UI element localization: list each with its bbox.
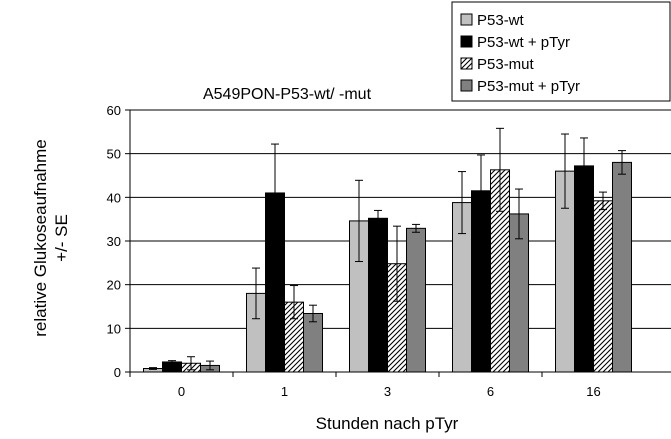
x-tick-label: 16 bbox=[586, 384, 600, 399]
legend-swatch bbox=[460, 57, 473, 70]
y-axis-title: relative Glukoseaufnahme +/- SE bbox=[31, 139, 71, 337]
y-axis-ticks: 0 10 20 30 40 50 60 bbox=[107, 103, 130, 380]
legend-box bbox=[451, 1, 671, 102]
x-tick-label: 6 bbox=[487, 384, 494, 399]
x-axis-title: Stunden nach pTyr bbox=[316, 414, 459, 433]
x-axis-ticks: 0 1 3 6 16 bbox=[129, 372, 601, 399]
legend-swatch bbox=[460, 13, 473, 26]
bar bbox=[574, 165, 594, 373]
x-tick-label: 3 bbox=[384, 384, 391, 399]
y-tick-label: 50 bbox=[107, 147, 121, 162]
legend-label: P53-wt + pTyr bbox=[477, 34, 570, 51]
x-tick-label: 0 bbox=[178, 384, 185, 399]
y-tick-label: 60 bbox=[107, 103, 121, 118]
legend-items: P53-wt P53-wt + pTyr P53-mut P53-mut + pTyr bbox=[460, 12, 580, 95]
legend: P53-wt P53-wt + pTyr P53-mut P53-mut + pTyr bbox=[451, 1, 671, 102]
chart-title: A549PON-P53-wt/ -mut bbox=[203, 86, 372, 103]
y-tick-label: 40 bbox=[107, 190, 121, 205]
bar bbox=[612, 161, 632, 373]
y-tick-label: 30 bbox=[107, 234, 121, 249]
legend-label: P53-mut + pTyr bbox=[477, 78, 580, 95]
bar bbox=[368, 217, 388, 373]
y-axis-title-line1: relative Glukoseaufnahme bbox=[31, 139, 50, 337]
error-bars bbox=[149, 127, 626, 371]
bar bbox=[593, 200, 613, 373]
x-tick-label: 1 bbox=[281, 384, 288, 399]
bar bbox=[406, 227, 426, 373]
legend-label: P53-wt bbox=[477, 12, 525, 29]
y-tick-label: 10 bbox=[107, 321, 121, 336]
legend-swatch bbox=[460, 35, 473, 48]
y-axis-title-line2: +/- SE bbox=[52, 214, 71, 262]
legend-label: P53-mut bbox=[477, 56, 535, 73]
y-tick-label: 20 bbox=[107, 278, 121, 293]
legend-swatch bbox=[460, 79, 473, 92]
y-tick-label: 0 bbox=[114, 365, 121, 380]
